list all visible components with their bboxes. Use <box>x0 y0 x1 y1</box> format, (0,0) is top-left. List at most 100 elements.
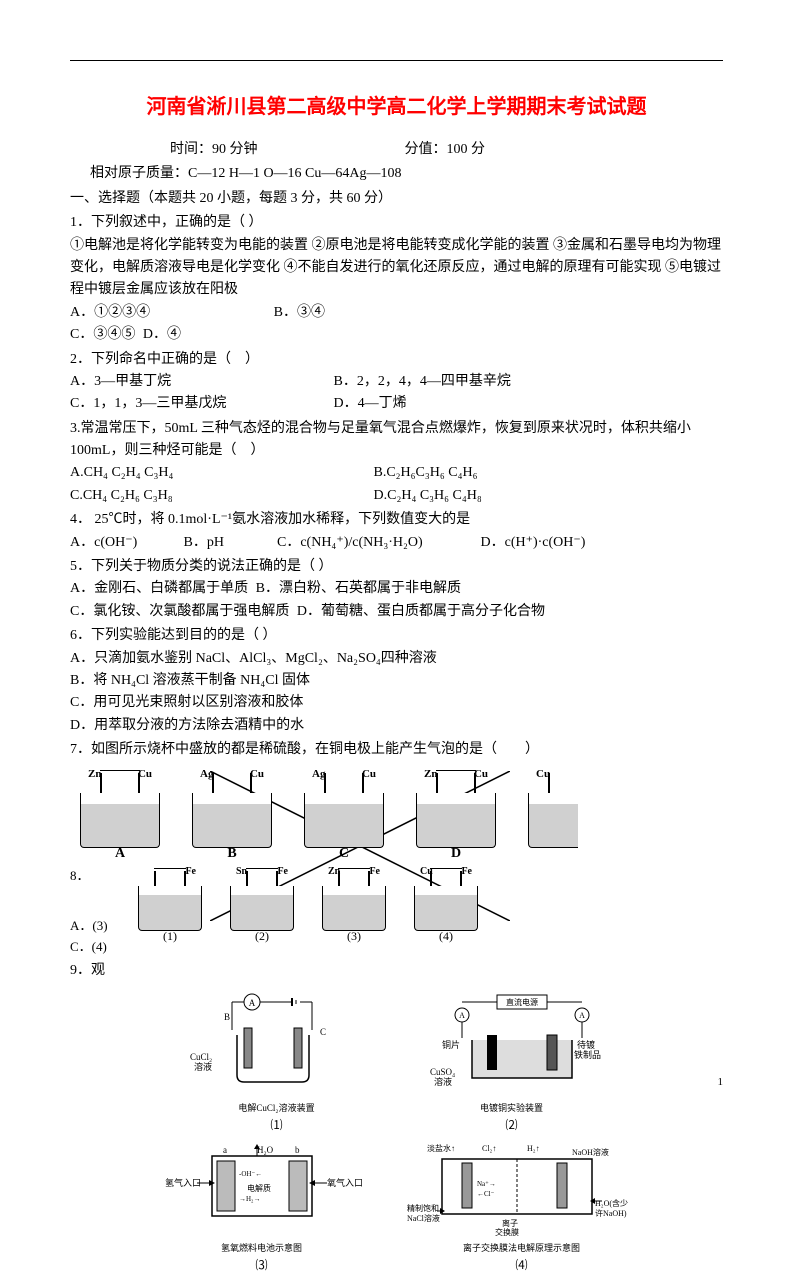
device-row-1: A B C CuCl₂ 溶液 电解CuCl₂溶液装置 ⑴ 直流电源 A A 铜片 待… <box>70 990 723 1134</box>
q6-optD: D．用萃取分液的方法除去酒精中的水 <box>70 715 723 737</box>
svg-text:A: A <box>248 998 255 1008</box>
q3-optD: D.C₂H₄ C₃H₆ C₄H₈ <box>374 485 482 507</box>
q2-optA: A．3—甲基丁烷 <box>70 371 290 393</box>
device-4: 淡盐水↑ Cl₂↑ H₂↑ NaOH溶液 Na⁺→ ←Cl⁻ 精制饱和NaCl溶… <box>407 1141 637 1275</box>
device-1-caption: ⑴ <box>182 1116 372 1135</box>
wire-icon <box>338 868 370 876</box>
electrolysis-cucl2-icon: A BC CuCl₂溶液 <box>182 990 372 1095</box>
section-heading: 一、选择题（本题共 20 小题，每题 3 分，共 60 分） <box>70 188 723 210</box>
question-2: 2．下列命名中正确的是（ ） A．3—甲基丁烷 B．2，2，4，4—四甲基辛烷 … <box>70 349 723 416</box>
atomic-mass: 相对原子质量：C—12 H—1 O—16 Cu—64Ag—108 <box>70 163 723 185</box>
beaker-C: Ag Cu C <box>294 768 394 848</box>
device-3-caption: ⑶ <box>157 1256 367 1275</box>
device-3: 氢气入口 氧气入口 H₂O ab 电解质 -OH⁻←→H₂→ 氢氧燃料电池示意图… <box>157 1141 367 1275</box>
beaker-D: Zn Cu D <box>406 768 506 848</box>
q9-stem: 9．观 <box>70 963 105 978</box>
exam-title: 河南省淅川县第二高级中学高二化学上学期期末考试试题 <box>70 91 723 123</box>
wire-icon <box>154 868 186 876</box>
question-1: 1．下列叙述中，正确的是（ ） ①电解池是将化学能转变为电能的装置 ②原电池是将… <box>70 212 723 346</box>
q4-optC: C．c(NH₄⁺)/c(NH₃·H₂O) <box>277 532 477 554</box>
q1-optD: D．④ <box>143 327 181 342</box>
beaker-letter: C <box>294 843 394 865</box>
q4-optD: D．c(H⁺)·c(OH⁻) <box>481 535 586 550</box>
svg-text:a: a <box>223 1145 227 1155</box>
beaker-body-icon <box>414 886 478 931</box>
q6-optB: B．将 NH₄Cl 溶液蒸干制备 NH₄Cl 固体 <box>70 670 723 692</box>
score-label: 分值：100 分 <box>405 142 486 157</box>
svg-text:b: b <box>295 1145 300 1155</box>
svg-text:直流电源: 直流电源 <box>506 997 538 1007</box>
q7-diagram-row: Zn Cu A Ag Cu B Ag Cu C Zn Cu <box>70 768 723 848</box>
q5-optD: D．葡萄糖、蛋白质都属于高分子化合物 <box>297 604 545 619</box>
svg-text:NaOH溶液: NaOH溶液 <box>572 1147 609 1157</box>
svg-text:铁制品: 铁制品 <box>574 1049 601 1060</box>
beaker-body-icon <box>230 886 294 931</box>
q3-stem: 3.常温常压下，50mL 三种气态烃的混合物与足量氧气混合点燃爆炸，恢复到原来状… <box>70 418 723 463</box>
q3-optB: B.C₂H₆C₃H₆ C₄H₆ <box>374 462 478 484</box>
electrode-label: Cu <box>362 766 376 784</box>
question-9: 9．观 <box>70 960 723 982</box>
q2-optC: C．1，1，3—三甲基戊烷 <box>70 393 290 415</box>
q7-stem: 7．如图所示烧杯中盛放的都是稀硫酸，在铜电极上能产生气泡的是（ ） <box>70 739 723 761</box>
device-2-caption: ⑵ <box>412 1116 612 1135</box>
svg-text:→H₂→: →H₂→ <box>239 1195 261 1203</box>
svg-text:许NaOH): 许NaOH) <box>595 1208 627 1218</box>
svg-text:离子: 离子 <box>502 1218 518 1228</box>
q5-stem: 5．下列关于物质分类的说法正确的是（ ） <box>70 556 723 578</box>
electrode-label: Fe <box>369 864 380 880</box>
svg-text:-OH⁻←: -OH⁻← <box>239 1170 262 1178</box>
q4-optA: A．c(OH⁻) <box>70 532 180 554</box>
fuel-cell-icon: 氢气入口 氧气入口 H₂O ab 电解质 -OH⁻←→H₂→ <box>157 1141 367 1236</box>
beaker-4: Cu Fe (4) <box>406 866 486 931</box>
q1-optB: B．③④ <box>274 302 325 324</box>
beaker-body-icon <box>322 886 386 931</box>
device-1-inner-caption: 电解CuCl₂溶液装置 <box>182 1104 372 1114</box>
beaker-letter: D <box>406 843 506 865</box>
question-5: 5．下列关于物质分类的说法正确的是（ ） A．金刚石、白磷都属于单质 B．漂白粉… <box>70 556 723 623</box>
ion-exchange-icon: 淡盐水↑ Cl₂↑ H₂↑ NaOH溶液 Na⁺→ ←Cl⁻ 精制饱和NaCl溶… <box>407 1141 637 1236</box>
question-6: 6．下列实验能达到目的的是（ ） A．只滴加氨水鉴别 NaCl、AlCl₃、Mg… <box>70 625 723 737</box>
question-3: 3.常温常压下，50mL 三种气态烃的混合物与足量氧气混合点燃爆炸，恢复到原来状… <box>70 418 723 508</box>
svg-text:CuCl₂: CuCl₂ <box>190 1052 212 1062</box>
svg-text:NaCl溶液: NaCl溶液 <box>407 1213 440 1223</box>
q4-optB: B．pH <box>184 532 274 554</box>
electrode-label: Fe <box>277 864 288 880</box>
beaker-A: Zn Cu A <box>70 768 170 848</box>
device-3-inner-caption: 氢氧燃料电池示意图 <box>157 1244 367 1254</box>
svg-text:A: A <box>459 1011 465 1020</box>
q3-optC: C.CH₄ C₂H₆ C₃H₈ <box>70 485 330 507</box>
q8-prefix: 8． <box>70 866 130 887</box>
beaker-body-icon <box>138 886 202 931</box>
wire-icon <box>100 770 140 778</box>
q6-optC: C．用可见光束照射以区别溶液和胶体 <box>70 692 723 714</box>
svg-text:C: C <box>320 1027 326 1037</box>
beaker-letter: (3) <box>314 927 394 946</box>
beaker-B: Ag Cu B <box>182 768 282 848</box>
svg-text:CuSO₄: CuSO₄ <box>430 1067 455 1077</box>
svg-text:溶液: 溶液 <box>434 1076 452 1087</box>
beaker-letter: B <box>182 843 282 865</box>
q3-optA: A.CH₄ C₂H₄ C₃H₄ <box>70 462 330 484</box>
wire-icon <box>430 868 462 876</box>
electrode-label: Cu <box>474 766 488 784</box>
beaker-letter: A <box>70 843 170 865</box>
electroplating-icon: 直流电源 A A 铜片 待镀铁制品 CuSO₄溶液 <box>412 990 612 1095</box>
svg-text:Cl₂↑: Cl₂↑ <box>482 1144 496 1153</box>
electrode-label: Fe <box>185 864 196 880</box>
header-rule <box>70 60 723 61</box>
beaker-body-icon <box>304 793 384 848</box>
q4-stem: 4． 25℃时，将 0.1mol·L⁻¹氨水溶液加水稀释，下列数值变大的是 <box>70 509 723 531</box>
svg-text:A: A <box>579 1011 585 1020</box>
page-number: 1 <box>718 1074 724 1092</box>
beaker-letter: (2) <box>222 927 302 946</box>
beaker-extra: Cu <box>518 768 578 848</box>
electrode-label: Cu <box>138 766 152 784</box>
electrode-label: Fe <box>461 864 472 880</box>
svg-text:交换膜: 交换膜 <box>495 1227 519 1236</box>
svg-text:氢气入口: 氢气入口 <box>165 1177 201 1188</box>
svg-text:铜片: 铜片 <box>442 1039 460 1050</box>
beaker-3: Zn Fe (3) <box>314 866 394 931</box>
svg-text:B: B <box>224 1012 230 1022</box>
question-7: 7．如图所示烧杯中盛放的都是稀硫酸，在铜电极上能产生气泡的是（ ） Zn Cu … <box>70 739 723 847</box>
wire-icon <box>436 770 476 778</box>
